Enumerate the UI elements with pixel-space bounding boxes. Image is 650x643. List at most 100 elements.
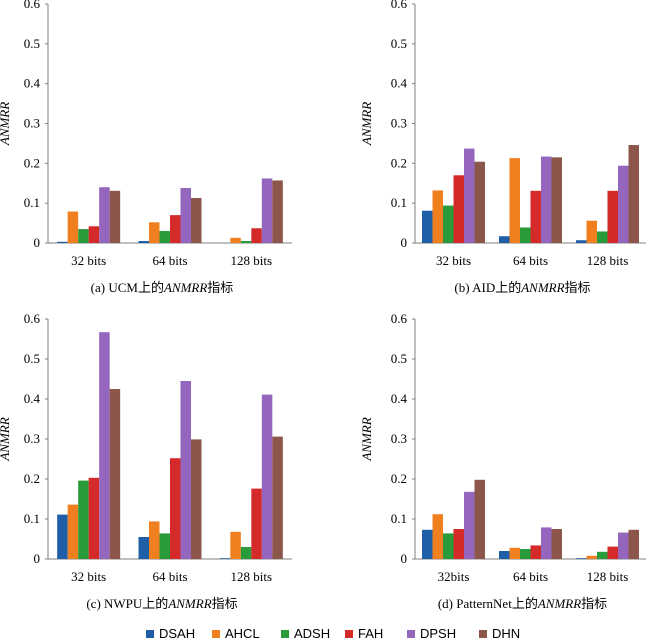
y-tick-label: 0.2: [24, 471, 40, 486]
bar-fah: [453, 529, 464, 559]
bar-adsh: [240, 241, 252, 243]
bar-dsah: [138, 241, 149, 243]
chart-3: 0 0.1 0.2 0.3 0.4 0.5 0.6 ANMRR 32bits 64 bits 128…: [359, 311, 646, 611]
chart-caption: (c) NWPU上的ANMRR指标: [86, 596, 237, 611]
y-tick-label: 0.4: [24, 391, 41, 406]
bar-fah: [530, 545, 541, 559]
caption-metric: ANMRR: [167, 596, 211, 611]
y-tick-label: 0.1: [24, 511, 40, 526]
y-tick-label: 0.4: [391, 391, 408, 406]
bar-dhn: [551, 529, 562, 559]
x-tick-label: 128 bits: [231, 569, 273, 584]
y-axis-label: ANMRR: [0, 417, 12, 461]
y-tick-label: 0: [34, 551, 41, 566]
legend-label-dsah: DSAH: [159, 626, 195, 641]
legend-swatch-adsh: [281, 630, 289, 638]
legend-label-adsh: ADSH: [294, 626, 330, 641]
bar-dhn: [191, 439, 202, 559]
bar-adsh: [159, 231, 170, 243]
bar-adsh: [443, 533, 454, 559]
bar-adsh: [240, 547, 252, 559]
bar-fah: [251, 488, 262, 559]
x-tick-label: 32 bits: [436, 253, 471, 268]
bar-dsah: [576, 240, 587, 243]
bar-dpsh: [541, 156, 552, 243]
legend-label-dhn: DHN: [492, 626, 520, 641]
y-axis-label: ANMRR: [359, 102, 374, 146]
bar-fah: [251, 228, 262, 243]
bar-adsh: [443, 205, 454, 243]
caption-prefix: (d) PatternNet上的: [438, 596, 538, 611]
y-tick-label: 0.5: [24, 351, 40, 366]
y-tick-label: 0.3: [24, 431, 40, 446]
bar-ahcl: [230, 531, 241, 559]
bar-dpsh: [180, 188, 191, 243]
y-tick-label: 0.3: [24, 116, 40, 131]
bar-adsh: [78, 229, 89, 243]
y-tick-label: 0.2: [391, 155, 407, 170]
caption-metric: ANMRR: [163, 280, 207, 295]
y-tick-label: 0.6: [24, 311, 41, 326]
bar-fah: [453, 175, 464, 243]
bar-dhn: [628, 529, 639, 559]
y-tick-label: 0.1: [391, 195, 407, 210]
bar-dsah: [57, 514, 68, 559]
y-tick-label: 0.2: [391, 471, 407, 486]
y-tick-label: 0.4: [391, 76, 408, 91]
caption-suffix: 指标: [581, 596, 607, 611]
bar-dsah: [422, 210, 433, 243]
bar-adsh: [597, 231, 608, 243]
chart-caption: (a) UCM上的ANMRR指标: [91, 280, 234, 295]
x-tick-label: 64 bits: [152, 569, 187, 584]
bar-dpsh: [618, 165, 629, 243]
bar-adsh: [159, 533, 170, 559]
legend-swatch-ahcl: [212, 630, 220, 638]
y-tick-label: 0.3: [391, 116, 407, 131]
bar-ahcl: [67, 504, 79, 559]
bar-dpsh: [541, 527, 552, 559]
chart-caption: (d) PatternNet上的ANMRR指标: [438, 596, 607, 611]
caption-metric: ANMRR: [520, 280, 564, 295]
x-tick-label: 64 bits: [513, 569, 548, 584]
bar-ahcl: [432, 514, 443, 559]
x-tick-label: 32 bits: [71, 569, 106, 584]
bar-dpsh: [618, 532, 629, 559]
legend-swatch-dhn: [479, 630, 487, 638]
x-tick-label: 128 bits: [587, 569, 629, 584]
y-tick-label: 0.1: [24, 195, 40, 210]
bar-dsah: [219, 558, 231, 559]
y-tick-label: 0: [401, 235, 408, 250]
bar-adsh: [597, 551, 608, 559]
bar-dhn: [474, 479, 485, 559]
x-tick-label: 32 bits: [71, 253, 106, 268]
chart-2: 0 0.1 0.2 0.3 0.4 0.5 0.6 ANMRR 32 bits 64 bits 12…: [0, 311, 292, 611]
y-tick-label: 0.5: [391, 351, 407, 366]
bar-ahcl: [586, 220, 597, 243]
y-tick-label: 0.5: [391, 36, 407, 51]
bar-dpsh: [261, 178, 273, 243]
bar-fah: [170, 458, 181, 559]
bar-dhn: [109, 389, 121, 559]
caption-prefix: (c) NWPU上的: [86, 596, 168, 611]
bar-dhn: [109, 190, 121, 243]
legend-label-dpsh: DPSH: [420, 626, 456, 641]
legend-label-fah: FAH: [358, 626, 383, 641]
y-tick-label: 0.1: [391, 511, 407, 526]
bar-ahcl: [432, 190, 443, 243]
x-tick-label: 32bits: [438, 569, 470, 584]
y-tick-label: 0.5: [24, 36, 40, 51]
bar-fah: [607, 190, 618, 243]
bar-fah: [530, 190, 541, 243]
bar-adsh: [78, 480, 89, 559]
x-tick-label: 64 bits: [513, 253, 548, 268]
bar-adsh: [520, 549, 531, 559]
caption-metric: ANMRR: [537, 596, 581, 611]
bar-dpsh: [99, 187, 110, 243]
bar-fah: [170, 215, 181, 243]
bar-ahcl: [67, 211, 79, 243]
caption-suffix: 指标: [207, 280, 233, 295]
bar-fah: [607, 546, 618, 559]
x-tick-label: 64 bits: [152, 253, 187, 268]
chart-caption: (b) AID上的ANMRR指标: [454, 280, 590, 295]
caption-prefix: (a) UCM上的: [91, 280, 164, 295]
